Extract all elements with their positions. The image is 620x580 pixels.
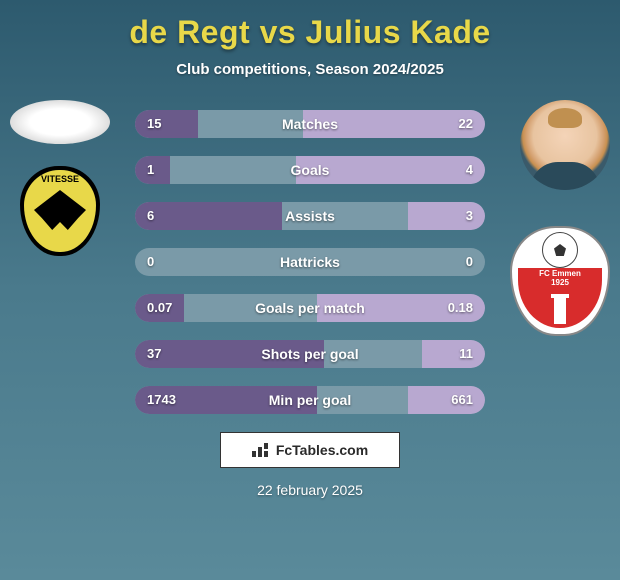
stat-value-right: 4 [466, 156, 473, 184]
stat-row: 0.070.18Goals per match [135, 294, 485, 322]
club-right-badge: FC Emmen1925 [510, 226, 610, 336]
stat-row: 1743661Min per goal [135, 386, 485, 414]
stat-value-right: 3 [466, 202, 473, 230]
stat-value-right: 22 [459, 110, 473, 138]
bar-fill-right [422, 340, 485, 368]
stat-value-left: 0 [147, 248, 154, 276]
stat-row: 3711Shots per goal [135, 340, 485, 368]
club-left-badge [20, 166, 100, 256]
stat-row: 63Assists [135, 202, 485, 230]
club-right-label: FC Emmen1925 [510, 270, 610, 288]
stat-row: 00Hattricks [135, 248, 485, 276]
bar-fill-right [296, 156, 485, 184]
stat-value-left: 1743 [147, 386, 176, 414]
bar-fill-left [135, 202, 282, 230]
chart-icon [252, 443, 270, 457]
player-right-avatar [520, 100, 610, 190]
stat-value-left: 15 [147, 110, 161, 138]
bar-fill-right [408, 202, 485, 230]
stat-value-right: 661 [451, 386, 473, 414]
brand-badge: FcTables.com [220, 432, 400, 468]
stat-bars: 1522Matches14Goals63Assists00Hattricks0.… [135, 110, 485, 414]
brand-text: FcTables.com [276, 442, 368, 458]
player-left-avatar [10, 100, 110, 144]
stat-row: 14Goals [135, 156, 485, 184]
bar-fill-left [135, 110, 198, 138]
stat-value-right: 11 [459, 340, 473, 368]
page-title: de Regt vs Julius Kade [0, 0, 620, 51]
stat-row: 1522Matches [135, 110, 485, 138]
stat-value-left: 37 [147, 340, 161, 368]
stat-value-left: 6 [147, 202, 154, 230]
bar-fill-left [135, 340, 324, 368]
footer-date: 22 february 2025 [0, 482, 620, 498]
stat-value-right: 0 [466, 248, 473, 276]
bar-fill-right [408, 386, 485, 414]
stat-value-left: 0.07 [147, 294, 172, 322]
comparison-panel: FC Emmen1925 1522Matches14Goals63Assists… [0, 110, 620, 414]
stat-value-left: 1 [147, 156, 154, 184]
stat-value-right: 0.18 [448, 294, 473, 322]
subtitle: Club competitions, Season 2024/2025 [0, 61, 620, 78]
